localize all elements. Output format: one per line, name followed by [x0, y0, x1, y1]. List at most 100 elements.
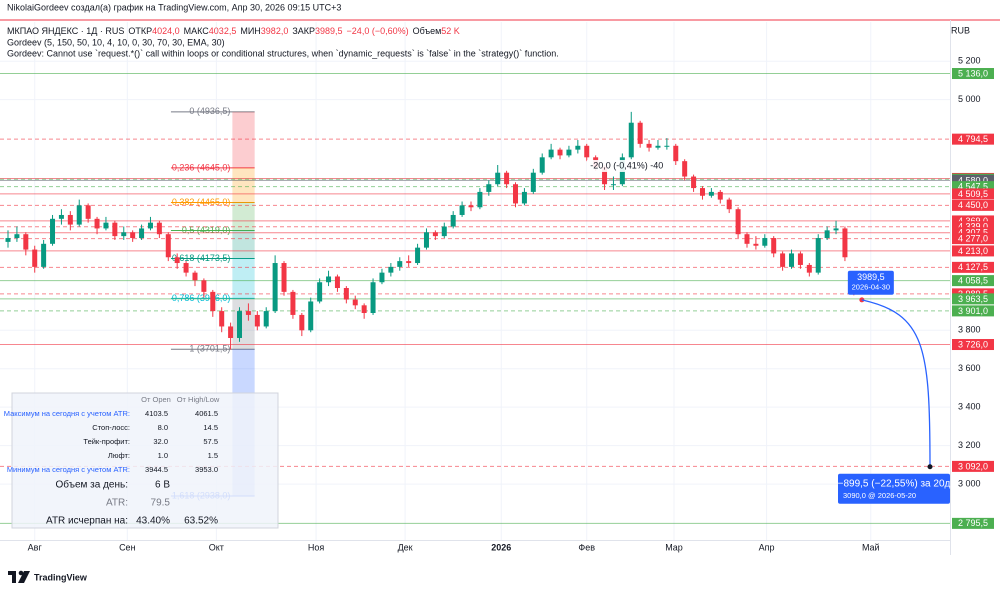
candle-body	[139, 228, 145, 239]
candle-body	[824, 230, 830, 239]
candle-body	[726, 199, 732, 210]
y-tick-label: 3 200	[958, 440, 981, 450]
summary-cell: 6 B	[155, 480, 170, 491]
candle-body	[23, 234, 29, 250]
level-tag	[952, 199, 994, 211]
candle-body	[112, 222, 118, 237]
candle-body	[201, 280, 207, 292]
candle-body	[673, 145, 679, 162]
candle-body	[521, 191, 527, 204]
fib-zone	[232, 258, 255, 299]
candle-body	[610, 184, 616, 186]
candle-body	[513, 184, 519, 204]
candle-body	[459, 205, 465, 215]
candle-body	[290, 291, 296, 315]
candle-body	[682, 161, 688, 177]
table-cell: 1.0	[158, 451, 168, 460]
candle-body	[379, 272, 385, 283]
ohlc-label: МАКС	[184, 26, 210, 36]
x-tick-label: Май	[862, 542, 880, 552]
x-tick-label: Фев	[578, 542, 595, 552]
ohlc-label: ЗАКР	[292, 26, 315, 36]
level-label: 4 307,5	[958, 228, 988, 238]
candle-body	[50, 218, 56, 244]
fib-label: 1 (3701,5)	[189, 344, 230, 354]
level-tag	[952, 174, 994, 186]
level-tag	[952, 133, 994, 145]
summary-cell: ATR:	[106, 498, 128, 509]
table-cell: 3944.5	[145, 465, 168, 474]
candle-body	[388, 266, 394, 273]
projection-target	[927, 464, 933, 470]
level-tag	[952, 68, 994, 80]
level-label: 4 277,0	[958, 233, 988, 243]
candle-body	[432, 232, 438, 237]
level-tag	[952, 339, 994, 351]
candle-body	[76, 205, 82, 225]
level-label: 5 136,0	[958, 68, 988, 78]
level-tag	[952, 181, 994, 193]
candle-body	[789, 253, 795, 267]
candle-body	[566, 149, 572, 156]
candle-body	[691, 176, 697, 189]
currency: RUB	[951, 25, 970, 35]
x-tick-label: Авг	[28, 542, 43, 552]
volume: 52 K	[441, 26, 460, 36]
candle-body	[735, 209, 741, 235]
level-label: 4 339,0	[958, 222, 988, 232]
candle-body	[762, 238, 768, 246]
candle-body	[103, 222, 109, 229]
table-cell: Тейк-профит:	[83, 437, 130, 446]
candle-body	[780, 253, 786, 267]
candle-body	[530, 172, 536, 192]
level-tag	[952, 233, 994, 245]
table-cell: 57.5	[203, 437, 218, 446]
candle-body	[584, 145, 590, 158]
symbol-line: МКПАО ЯНДЕКС · 1Д · RUS ОТКР4024,0 МАКС403…	[7, 26, 460, 36]
error-message: Gordeev: Cannot use `request.*()` call w…	[7, 48, 559, 58]
candle-body	[165, 234, 171, 258]
candle-body	[504, 172, 510, 185]
author-line: NikolaiGordeev создал(а) график на Tradi…	[7, 2, 341, 12]
candle-body	[441, 226, 447, 237]
candle-body	[477, 191, 483, 208]
level-tag	[952, 305, 994, 317]
candle-body	[192, 272, 198, 281]
table-cell: Люфт:	[108, 451, 130, 460]
indicator: Gordeev (5, 150, 50, 10, 4, 10, 0, 30, 7…	[7, 37, 225, 47]
summary-cell: 63.52%	[184, 516, 218, 527]
table-cell: 3953.0	[195, 465, 218, 474]
candle-body	[183, 263, 189, 273]
volume-label: Объем	[413, 26, 442, 36]
candle-body	[397, 261, 403, 267]
fib-label: 0,236 (4645,0)	[172, 162, 231, 172]
level-label: 3 901,0	[958, 306, 988, 316]
candle-body	[121, 232, 127, 237]
level-tag	[952, 221, 994, 233]
candle-body	[317, 282, 323, 302]
level-label: 4 058,5	[958, 275, 988, 285]
logo-mark	[12, 571, 16, 583]
candle-body	[602, 166, 608, 185]
candle-body	[664, 145, 670, 147]
candle-body	[263, 311, 269, 327]
projection-detail: 3090,0 @ 2026-05-20	[843, 491, 916, 500]
table-cell: 4061.5	[195, 409, 218, 418]
level-tag	[952, 227, 994, 239]
candle-body	[548, 149, 554, 158]
fib-label: 0,786 (3966,0)	[172, 293, 231, 303]
annotation: -20,0 (-0,41%) -40	[590, 160, 663, 170]
table-cell: Максимум на сегодня с учетом ATR:	[4, 409, 130, 418]
candle-body	[352, 299, 358, 306]
level-label: 4 794,5	[958, 134, 988, 144]
summary-cell: 79.5	[151, 498, 171, 509]
stats-table: От Open От High/Low Максимум на сегодня с …	[4, 392, 279, 529]
candle-body	[815, 238, 821, 273]
candle-body	[415, 247, 421, 264]
candle-body	[753, 243, 759, 246]
x-tick-label: Дек	[398, 542, 413, 552]
logo: TradingView	[8, 570, 88, 583]
candle-body	[334, 276, 340, 289]
candle-body	[468, 205, 474, 208]
ohlc-label: МИН	[240, 26, 260, 36]
